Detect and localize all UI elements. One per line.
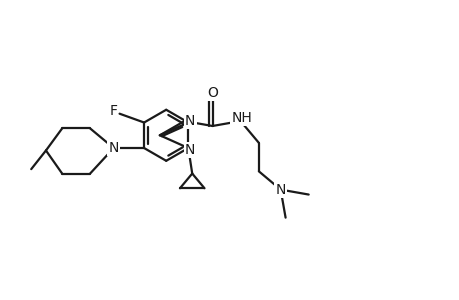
Text: N: N — [185, 114, 195, 128]
Text: N: N — [185, 143, 195, 157]
Text: NH: NH — [231, 111, 252, 125]
Text: N: N — [275, 183, 285, 196]
Text: F: F — [109, 104, 117, 118]
Text: O: O — [207, 86, 218, 100]
Text: N: N — [108, 141, 118, 155]
